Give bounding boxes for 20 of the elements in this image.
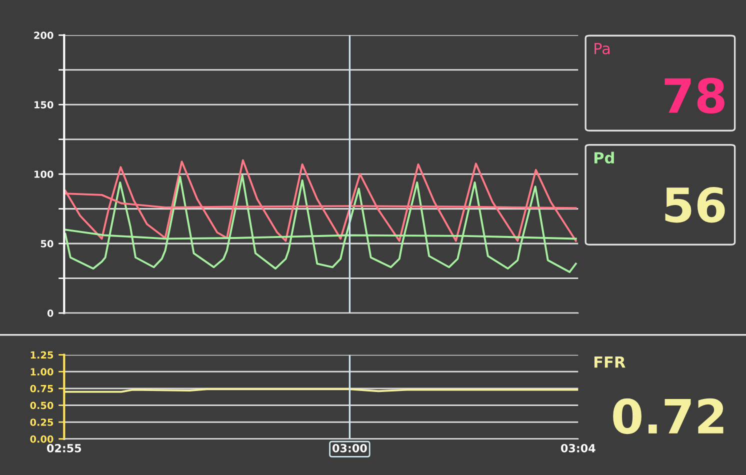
y-tick-label: 0.25 — [30, 418, 54, 426]
text: FFR — [594, 356, 626, 368]
x-tick-label: 03:00 — [332, 444, 367, 452]
y-tick-label: 0 — [47, 310, 54, 317]
y-tick-label: 0.75 — [30, 384, 54, 392]
y-tick-label: 200 — [34, 32, 54, 39]
text: Pd — [594, 152, 614, 164]
text: 78 — [664, 78, 724, 114]
y-tick-label: 0.50 — [30, 402, 54, 410]
text: 0.72 — [613, 398, 724, 434]
x-tick-label: 03:04 — [561, 444, 596, 452]
y-tick-label: 150 — [34, 101, 54, 108]
text: 56 — [665, 187, 725, 223]
y-tick-label: 50 — [40, 240, 54, 248]
y-tick-label: 0.00 — [30, 435, 54, 443]
y-tick-label: 1.25 — [30, 351, 54, 359]
y-tick-label: 100 — [34, 170, 54, 178]
text: Pa — [594, 42, 610, 54]
y-tick-label: 1.00 — [30, 368, 54, 376]
x-tick-label: 02:55 — [47, 444, 82, 452]
